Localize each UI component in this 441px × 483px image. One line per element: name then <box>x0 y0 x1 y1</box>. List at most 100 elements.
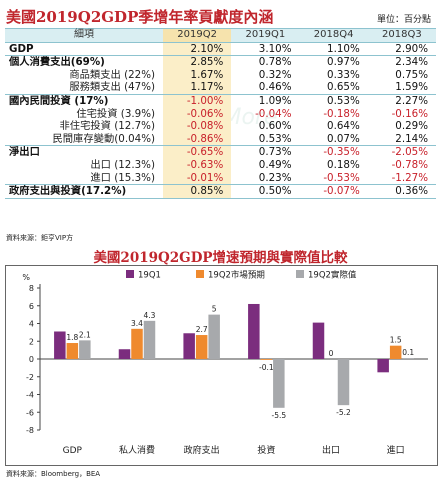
y-tick-label: 2 <box>29 337 34 346</box>
row-value: 0.46% <box>258 81 292 94</box>
bar-進口-19Q2市場預期 <box>389 345 402 359</box>
row-label: 住宅投資 (3.9%) <box>76 107 155 120</box>
bar-私人消費-19Q1 <box>118 349 131 359</box>
data-label: 1.8 <box>66 333 78 342</box>
gdp-contribution-table: 細項 2019Q2 2019Q1 2018Q4 2018Q3 GDP 2.10% 3… <box>5 28 436 199</box>
row-label: 個人消費支出(69%) <box>5 55 163 69</box>
row-value: -1.00% <box>163 93 232 108</box>
row-value: 0.23% <box>258 171 292 184</box>
row-value: 0.60% <box>258 120 292 133</box>
row-label: 進口 (15.3%) <box>90 171 155 184</box>
legend-label: 19Q2市場預期 <box>208 270 265 281</box>
bar-投資-19Q2實際值 <box>273 359 285 408</box>
row-value: -0.08% <box>163 120 232 133</box>
y-tick-label: -2 <box>26 373 34 382</box>
data-label: -5.5 <box>272 411 287 420</box>
y-axis-unit: % <box>22 273 30 282</box>
data-label: 1.5 <box>390 336 402 345</box>
data-label: 2.1 <box>79 330 91 339</box>
table-row: 商品類支出 (22%) 1.67% 0.32% 0.33% 0.75% <box>5 68 436 82</box>
row-label: 民間庫存變動(0.04%) <box>52 132 155 145</box>
row-value: -0.04% <box>255 107 292 120</box>
bar-投資-19Q1 <box>248 303 260 359</box>
data-label: 4.3 <box>144 311 156 320</box>
row-value: -0.86% <box>163 132 232 146</box>
bar-政府支出-19Q2實際值 <box>208 314 220 359</box>
row-value: 0.53% <box>299 93 368 108</box>
data-label: -5.2 <box>336 408 351 417</box>
row-value: 0.75% <box>395 68 428 81</box>
row-value: 0.64% <box>327 120 360 133</box>
header-2018q4: 2018Q4 <box>299 28 368 43</box>
bar-出口-19Q2實際值 <box>337 359 350 406</box>
row-value: -2.05% <box>367 145 436 159</box>
bar-chart: % -8 -6 -4 -2 0 2 4 6 8 19Q1 19Q2市場預期 19Q2實際值 1.8 2.1 G… <box>22 270 428 456</box>
row-value: 0.53% <box>258 132 292 145</box>
y-tick-label: 4 <box>29 320 34 329</box>
row-value: 0.32% <box>258 68 292 81</box>
table-row: 出口 (12.3%) -0.63% 0.49% 0.18% -0.78% <box>5 158 436 172</box>
row-label: 出口 (12.3%) <box>90 158 155 171</box>
row-value: -0.35% <box>299 145 368 159</box>
row-value: 0.78% <box>231 55 300 69</box>
chart-source: 資料來源：Bloomberg，BEA <box>6 470 101 478</box>
data-label: 0.1 <box>402 348 414 357</box>
bar-GDP-19Q2實際值 <box>79 340 91 359</box>
table-row: GDP 2.10% 3.10% 1.10% 2.90% <box>5 42 436 56</box>
header-2019q2: 2019Q2 <box>163 28 232 43</box>
row-value: 1.09% <box>231 93 300 108</box>
y-tick-label: 6 <box>29 302 34 311</box>
bar-進口-19Q2實際值 <box>402 358 414 359</box>
table-row: 服務類支出 (47%) 1.17% 0.46% 0.65% 1.59% <box>5 81 436 95</box>
row-value: -0.65% <box>163 145 232 159</box>
row-value: 1.10% <box>327 42 360 55</box>
row-label: 商品類支出 (22%) <box>69 68 155 81</box>
row-label: 非住宅投資 (12.7%) <box>59 120 155 133</box>
legend-label: 19Q2實際值 <box>308 270 357 281</box>
data-label: -0.1 <box>259 363 274 372</box>
chart-title: 美國2019Q2GDP增速預期與實際值比較 <box>93 250 348 266</box>
chart-panel: % -8 -6 -4 -2 0 2 4 6 8 19Q1 19Q2市場預期 19Q2實際值 1.8 2.1 G… <box>5 265 438 466</box>
x-tick-label: GDP <box>63 446 83 456</box>
y-tick-label: -6 <box>26 408 34 417</box>
row-value: 1.67% <box>163 68 232 82</box>
table-row: 國內民間投資 (17%) -1.00% 1.09% 0.53% 2.27% <box>5 93 436 108</box>
bar-私人消費-19Q2市場預期 <box>131 328 143 359</box>
table-row: 政府支出與投資(17.2%) 0.85% 0.50% -0.07% 0.36% <box>5 184 436 199</box>
x-tick-label: 政府支出 <box>184 444 220 456</box>
x-tick-label: 投資 <box>257 444 275 456</box>
row-value: -0.01% <box>163 171 232 185</box>
table-title: 美國2019Q2GDP季增年率貢獻度內涵 <box>6 8 274 26</box>
row-value: -1.27% <box>391 171 428 184</box>
x-tick-label: 出口 <box>322 444 340 456</box>
legend-swatch <box>196 270 204 278</box>
header-2018q3: 2018Q3 <box>367 28 436 43</box>
row-value: 2.85% <box>163 55 232 69</box>
bar-進口-19Q1 <box>377 359 389 373</box>
row-value: -0.18% <box>323 107 360 120</box>
bar-出口-19Q1 <box>312 322 325 359</box>
row-value: 0.73% <box>231 145 300 159</box>
row-label: 政府支出與投資(17.2%) <box>5 184 163 199</box>
row-value: 2.14% <box>395 132 428 145</box>
row-value: 0.29% <box>395 120 428 133</box>
row-label: GDP <box>9 42 34 55</box>
y-tick-label: -8 <box>26 426 34 435</box>
y-tick-label: 8 <box>29 284 34 293</box>
bar-投資-19Q2市場預期 <box>260 359 273 360</box>
bar-私人消費-19Q2實際值 <box>143 320 156 359</box>
legend-label: 19Q1 <box>138 271 161 281</box>
data-label: 0 <box>329 349 334 358</box>
row-value: -0.78% <box>391 158 428 171</box>
data-label: 3.4 <box>131 319 143 328</box>
y-tick-label: 0 <box>29 355 34 364</box>
row-label: 國內民間投資 (17%) <box>5 93 163 108</box>
row-label: 淨出口 <box>5 145 163 159</box>
legend-swatch <box>126 270 134 278</box>
header-2019q1: 2019Q1 <box>231 28 300 43</box>
table-row: 民間庫存變動(0.04%) -0.86% 0.53% 0.07% 2.14% <box>5 132 436 146</box>
row-value: 2.34% <box>367 55 436 69</box>
row-value: -0.63% <box>163 158 232 172</box>
table-row: 住宅投資 (3.9%) -0.06% -0.04% -0.18% -0.16% <box>5 107 436 121</box>
header-item: 細項 <box>5 28 163 43</box>
